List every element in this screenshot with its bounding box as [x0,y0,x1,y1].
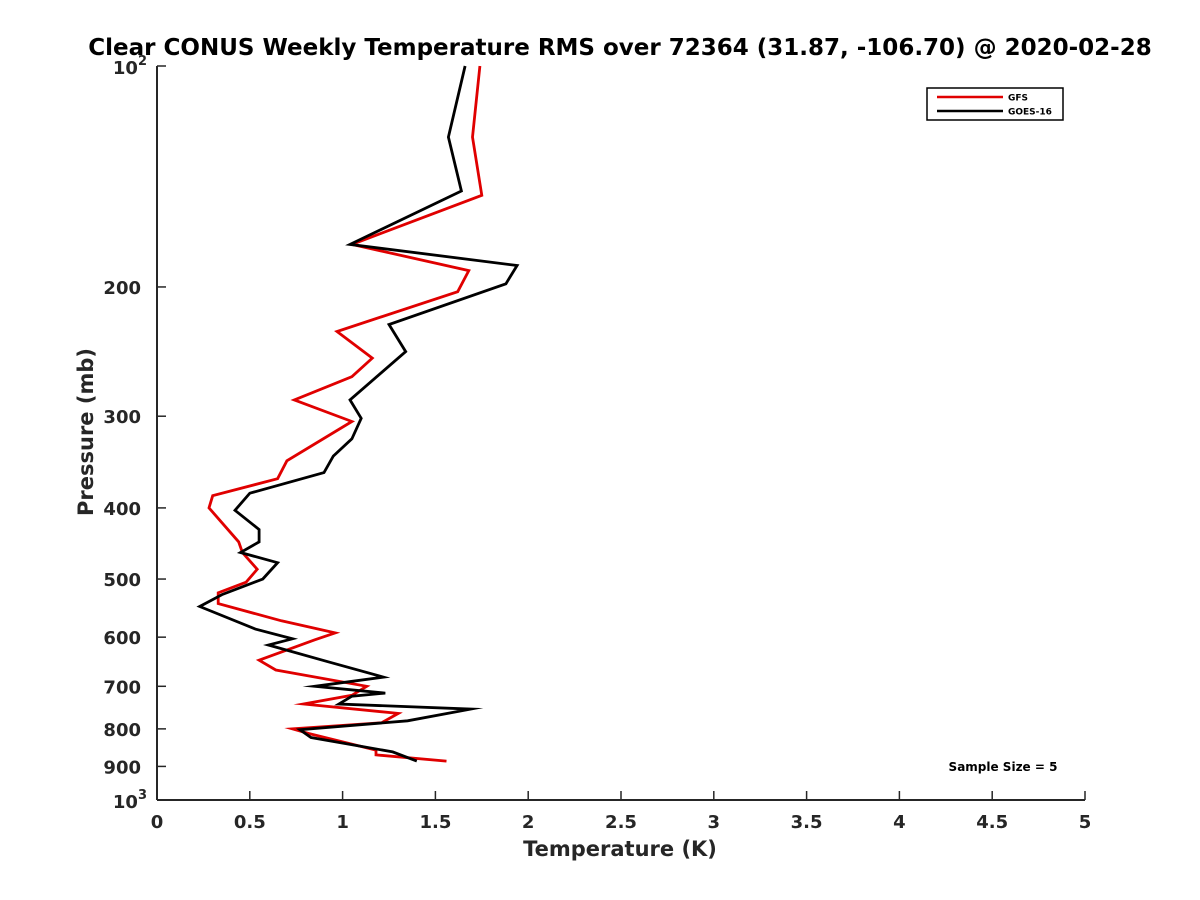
y-tick-label: 200 [103,278,141,299]
y-tick-label: 600 [103,628,141,649]
x-tick-label: 1.5 [419,812,451,833]
series-line-gfs [207,65,484,763]
y-tick-label: 900 [103,757,141,778]
legend-label: GFS [1008,94,1028,104]
plot-area [156,66,1085,801]
series-line-goes-16 [196,65,520,763]
series-layer [196,65,520,763]
x-tick-label: 0.5 [234,812,266,833]
x-axis: 0 0.5 1 1.5 2 2.5 3 3.5 4 4.5 5 [151,791,1092,833]
y-tick-label: 800 [103,720,141,741]
x-tick-label: 2.5 [605,812,637,833]
x-tick-label: 1 [336,812,349,833]
chart-title: Clear CONUS Weekly Temperature RMS over … [88,35,1151,61]
legend-box [926,87,1064,121]
y-tick-label: 500 [103,570,141,591]
sample-size-annotation: Sample Size = 5 [949,760,1058,774]
x-tick-label: 2 [522,812,535,833]
x-tick-label: 4 [893,812,906,833]
x-tick-label: 3.5 [791,812,823,833]
x-axis-label: Temperature (K) [523,837,717,861]
legend-label: GOES-16 [1008,108,1052,118]
y-tick-label: 700 [103,677,141,698]
y-tick-label: 300 [103,407,141,428]
x-tick-label: 5 [1079,812,1092,833]
y-tick-label: 400 [103,499,141,520]
x-tick-label: 3 [708,812,721,833]
x-tick-label: 4.5 [976,812,1008,833]
y-tick-label: 103 [113,788,147,813]
legend: GFS GOES-16 [926,87,1064,121]
y-axis-label: Pressure (mb) [74,348,98,516]
x-tick-label: 0 [151,812,164,833]
y-axis: 102 200 300 400 500 600 700 800 900 103 [103,54,166,813]
y-tick-label: 102 [113,54,147,79]
